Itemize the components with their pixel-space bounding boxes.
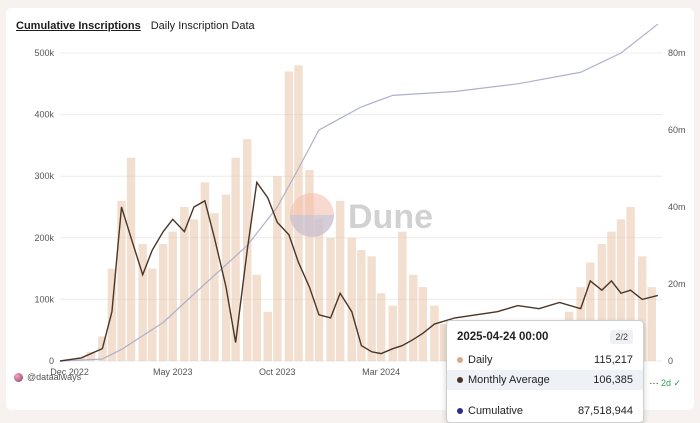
tab-daily-inscription-data[interactable]: Daily Inscription Data [150,20,255,32]
daily-bar [168,231,177,361]
watermark-text: Dune [348,198,433,236]
y-left-tick-label: 300k [34,171,54,181]
cumulative-legend-dot [457,408,463,414]
y-left-tick-label: 400k [34,110,54,120]
tooltip-value: 115,217 [594,354,633,366]
monthly-average-line [59,180,659,362]
y-left-tick-label: 0 [49,356,54,366]
tooltip-series-name: Daily [468,354,493,366]
daily-bar [231,157,240,361]
dune-logo-lower-icon [290,215,334,237]
tooltip-value: 87,518,944 [577,405,633,417]
more-options-icon[interactable]: … [649,376,659,387]
y-right-tick-label: 80m [668,48,686,58]
daily-bar [439,324,449,361]
refresh-age-badge[interactable]: 2d ✓ [661,378,682,388]
daily-bar [398,231,407,361]
x-tick-label: Dec 2022 [50,367,89,377]
daily-legend-dot [457,357,463,363]
daily-bar [616,219,626,361]
tooltip-row-monthly-average: Monthly Average 106,385 [447,370,643,390]
daily-bar [158,243,168,361]
x-tick-label: Oct 2023 [259,367,296,377]
daily-bar [409,274,418,361]
y-right-tick-label: 60m [668,125,686,135]
daily-bar [117,200,126,361]
daily-bar [180,207,189,361]
daily-bar [284,71,294,361]
daily-bar [314,219,324,361]
y-left-tick-label: 500k [34,48,54,58]
tooltip-row-daily: Daily 115,217 [447,350,643,370]
daily-bar [376,293,386,361]
tooltip-value: 106,385 [593,374,633,386]
daily-bar [326,237,335,361]
monthly-legend-dot [457,377,463,383]
daily-bar [430,305,439,361]
daily-bar [107,268,117,361]
chart-tabs: Cumulative Inscriptions Daily Inscriptio… [16,20,255,32]
daily-bar [626,207,635,361]
chart-tooltip: 2025-04-24 00:00 2/2 Daily 115,217 Month… [446,320,644,423]
daily-bar [418,287,428,361]
daily-bar [586,262,595,361]
daily-bar [210,213,219,361]
daily-bar [597,243,607,361]
daily-bar [138,243,147,361]
tab-cumulative-inscriptions[interactable]: Cumulative Inscriptions [16,20,141,32]
x-tick-label: May 2023 [153,367,193,377]
y-left-tick-label: 200k [34,233,54,243]
daily-bar [126,157,136,361]
daily-bar [647,287,656,361]
author-avatar [14,372,23,382]
daily-bar [305,170,314,361]
y-right-tick-label: 0 [668,356,673,366]
daily-bar [607,231,616,361]
daily-bar [388,305,397,361]
x-tick-label: Mar 2024 [362,367,400,377]
daily-bar [357,250,366,361]
daily-bar [200,182,210,361]
tooltip-row-cumulative: Cumulative 87,518,944 [447,401,643,421]
daily-bar [221,194,231,361]
tooltip-page-indicator[interactable]: 2/2 [610,330,633,344]
daily-bar [76,357,86,361]
y-left-tick-label: 100k [34,294,54,304]
attribution-handle: @dataalways [27,372,82,382]
y-right-tick-label: 40m [668,202,686,212]
daily-bar [273,176,282,361]
daily-bar [189,219,199,361]
cumulative-line [59,23,659,362]
daily-bar [86,351,95,361]
daily-bar [148,268,157,361]
tooltip-series-name: Cumulative [468,405,524,417]
daily-bar [252,274,262,361]
daily-bar [335,200,345,361]
daily-bar [637,256,647,361]
tooltip-series-name: Monthly Average [468,374,550,386]
daily-bar [263,311,272,361]
daily-bar [347,237,356,361]
attribution[interactable]: @dataalways [14,372,81,382]
y-right-tick-label: 20m [668,279,686,289]
tooltip-date: 2025-04-24 00:00 [457,331,549,343]
daily-bar [367,256,376,361]
